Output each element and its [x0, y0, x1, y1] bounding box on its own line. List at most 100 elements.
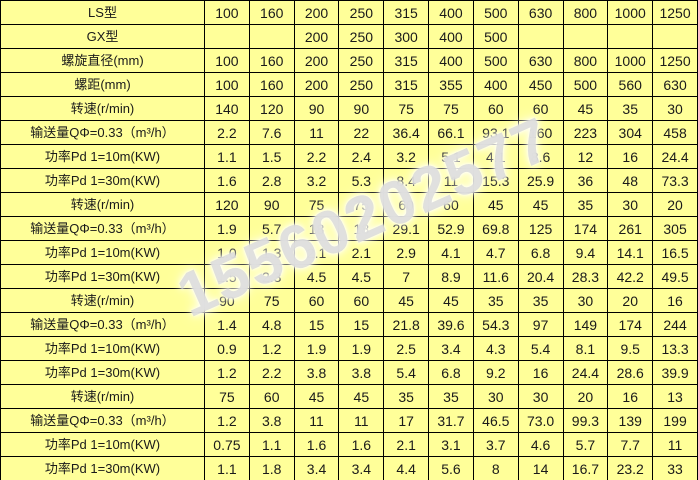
- table-cell: 1.1: [204, 456, 250, 480]
- table-cell: 11: [652, 432, 698, 457]
- table-cell: 18: [338, 216, 385, 241]
- table-cell: 3.8: [248, 408, 295, 433]
- table-cell: 304: [607, 120, 654, 145]
- table-cell: 11: [428, 168, 474, 193]
- table-cell: 16.7: [562, 456, 609, 480]
- table-cell: 11: [293, 408, 340, 433]
- table-row: 转速(r/min) 120 90 75 75 60 60 45 45 35 30 20: [0, 192, 698, 217]
- table-cell: 20: [607, 288, 654, 313]
- table-cell: 15: [338, 312, 385, 337]
- table-cell: 45: [562, 96, 609, 121]
- table-cell: 4.6: [517, 432, 564, 457]
- table-cell: 8: [472, 456, 519, 480]
- row-label: 转速(r/min): [0, 288, 205, 313]
- table-row: 功率Pd 1=10m(KW) 1.0 1.3 2.1 2.1 2.9 4.1 4.7 6.8 9.…: [0, 240, 698, 265]
- table-cell: 4.4: [383, 456, 430, 480]
- table-cell: 1.4: [204, 312, 250, 337]
- table-cell: 23.2: [607, 456, 654, 480]
- table-cell: 4.7: [472, 240, 519, 265]
- table-cell: 54.3: [472, 312, 519, 337]
- row-label: 功率Pd 1=30m(KW): [0, 168, 205, 193]
- table-row: 输送量QΦ=0.33（m³/h） 2.2 7.6 11 22 36.4 66.1 93.1 16…: [0, 120, 698, 145]
- table-cell: 60: [472, 96, 519, 121]
- table-cell: 7: [383, 264, 430, 289]
- table-cell: 315: [383, 48, 430, 73]
- table-cell: 174: [562, 216, 609, 241]
- table-cell: 3.7: [472, 432, 519, 457]
- table-cell: [652, 24, 698, 49]
- table-row: 输送量QΦ=0.33（m³/h） 1.2 3.8 11 11 17 31.7 46.5 73.0…: [0, 408, 698, 433]
- table-cell: 45: [472, 192, 519, 217]
- table-cell: 160: [248, 0, 295, 25]
- table-cell: 140: [204, 96, 250, 121]
- table-cell: 315: [383, 0, 430, 25]
- table-cell: 223: [562, 120, 609, 145]
- table-cell: 4.8: [248, 312, 295, 337]
- table-cell: 97: [517, 312, 564, 337]
- table-row: 功率Pd 1=30m(KW) 1.1 1.8 3.4 3.4 4.4 5.6 8 14 16.7 2…: [0, 456, 698, 480]
- table-cell: 75: [204, 384, 250, 409]
- table-cell: 16: [607, 384, 654, 409]
- table-cell: 20.4: [517, 264, 564, 289]
- table-cell: 0.75: [204, 432, 250, 457]
- table-cell: 3.8: [338, 360, 385, 385]
- table-cell: 450: [517, 72, 564, 97]
- table-cell: 2.1: [383, 432, 430, 457]
- table-cell: [204, 24, 250, 49]
- table-cell: 1.9: [293, 336, 340, 361]
- table-cell: 200: [293, 48, 340, 73]
- table-cell: 60: [293, 288, 340, 313]
- table-cell: 560: [607, 72, 654, 97]
- table-cell: [607, 24, 654, 49]
- table-cell: 24.4: [562, 360, 609, 385]
- table-cell: 4.3: [472, 336, 519, 361]
- table-cell: 630: [652, 72, 698, 97]
- table-cell: 93.1: [472, 120, 519, 145]
- table-cell: 14.1: [607, 240, 654, 265]
- table-cell: 73.3: [652, 168, 698, 193]
- table-cell: 300: [383, 24, 430, 49]
- table-cell: 2.1: [338, 240, 385, 265]
- table-cell: 5.4: [517, 336, 564, 361]
- table-cell: 800: [562, 0, 609, 25]
- table-cell: [248, 24, 295, 49]
- table-cell: 4.1: [428, 240, 474, 265]
- table-cell: 66.1: [428, 120, 474, 145]
- table-cell: 30: [472, 384, 519, 409]
- table-cell: 400: [428, 48, 474, 73]
- table-cell: 45: [293, 384, 340, 409]
- table-cell: 5.6: [428, 456, 474, 480]
- table-cell: 458: [652, 120, 698, 145]
- row-label: 功率Pd 1=10m(KW): [0, 336, 205, 361]
- table-cell: 1.2: [204, 360, 250, 385]
- row-label: 功率Pd 1=10m(KW): [0, 240, 205, 265]
- table-cell: 21.8: [383, 312, 430, 337]
- table-row: 螺距(mm) 100 160 200 250 315 355 400 450 500 560 630: [0, 72, 698, 97]
- table-row: 功率Pd 1=30m(KW) 1.2 2.2 3.8 3.8 5.4 6.8 9.2 16 24.…: [0, 360, 698, 385]
- table-cell: 60: [428, 192, 474, 217]
- table-cell: 4.5: [293, 264, 340, 289]
- table-cell: 45: [338, 384, 385, 409]
- table-cell: 400: [472, 72, 519, 97]
- table-cell: 100: [204, 48, 250, 73]
- table-cell: 39.9: [652, 360, 698, 385]
- table-cell: 25.9: [517, 168, 564, 193]
- table-row: GX型 200 250 300 400 500: [0, 24, 698, 49]
- table-cell: 250: [338, 24, 385, 49]
- table-cell: 400: [428, 0, 474, 25]
- row-label: 输送量QΦ=0.33（m³/h）: [0, 120, 205, 145]
- table-row: 功率Pd 1=30m(KW) 1.5 2.3 4.5 4.5 7 8.9 11.6 20.4 28…: [0, 264, 698, 289]
- table-cell: 1.0: [204, 240, 250, 265]
- table-cell: 30: [562, 288, 609, 313]
- table-cell: 1000: [607, 48, 654, 73]
- table-cell: 45: [428, 288, 474, 313]
- table-cell: 100: [204, 72, 250, 97]
- table-cell: 125: [517, 216, 564, 241]
- table-cell: 9.5: [607, 336, 654, 361]
- table-cell: 160: [248, 72, 295, 97]
- table-cell: 75: [248, 288, 295, 313]
- table-cell: 33: [652, 456, 698, 480]
- table-cell: 8.9: [428, 264, 474, 289]
